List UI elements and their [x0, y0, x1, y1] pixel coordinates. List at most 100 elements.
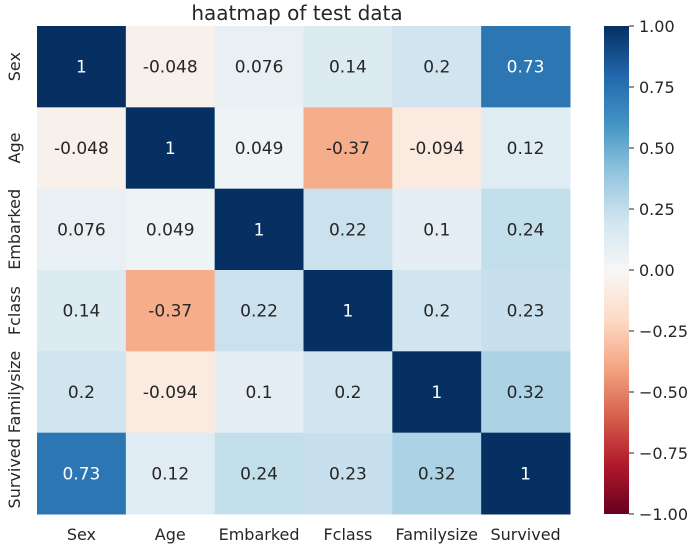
colorbar-tick-label: −1.00 [639, 505, 688, 524]
heatmap-cell-label: 0.22 [329, 220, 367, 240]
heatmap-cell-label: 0.076 [235, 58, 284, 78]
heatmap-cell-label: 0.14 [329, 58, 367, 78]
heatmap-cell-label: 1 [254, 220, 265, 240]
y-axis-tick-labels: Sex Age Embarked Fclass Familysize Survived [5, 52, 24, 508]
heatmap-cell-label: 0.12 [507, 139, 545, 159]
heatmap-cell-label: 0.1 [246, 383, 273, 403]
heatmap-cell-label: 0.2 [334, 383, 361, 403]
colorbar-gradient [604, 26, 629, 514]
heatmap-cell-label: 0.2 [423, 302, 450, 322]
chart-title: haatmap of test data [191, 1, 402, 25]
y-tick-label: Survived [5, 438, 24, 508]
heatmap-cell-label: -0.048 [54, 139, 109, 159]
heatmap-cell-label: 0.22 [240, 302, 278, 322]
heatmap-cell-label: 0.076 [57, 220, 106, 240]
colorbar-tick-label: −0.75 [639, 444, 688, 463]
heatmap-cell [392, 432, 482, 515]
heatmap-cell [303, 107, 393, 190]
heatmap-cell-label: 0.1 [423, 220, 450, 240]
x-tick-label: Survived [490, 525, 560, 544]
heatmap-cell-label: 1 [76, 58, 87, 78]
heatmap-cell [125, 107, 216, 190]
heatmap-cell [125, 270, 216, 352]
y-tick-label: Sex [5, 52, 24, 81]
colorbar-tick-label: 0.50 [639, 139, 675, 158]
x-axis-tick-labels: Sex Age Embarked Fclass Familysize Survived [67, 525, 561, 544]
x-tick-label: Familysize [395, 525, 478, 544]
heatmap-cell-label: 0.24 [507, 220, 545, 240]
y-tick-label: Embarked [5, 189, 24, 270]
colorbar-tick-label: 0.00 [639, 261, 675, 280]
heatmap-cell-label: 1 [343, 302, 354, 322]
heatmap-cell-label: -0.094 [143, 383, 198, 403]
heatmap-cell [125, 188, 216, 271]
x-tick-label: Fclass [323, 525, 372, 544]
heatmap-cell [37, 188, 127, 271]
heatmap-cell-label: 1 [520, 464, 531, 484]
heatmap-cell-label: -0.094 [409, 139, 464, 159]
heatmap-cell [303, 26, 393, 108]
heatmap-cell [392, 26, 482, 108]
heatmap-cell-label: 0.049 [146, 220, 195, 240]
y-tick-label: Age [5, 133, 24, 164]
heatmap-cell [303, 188, 393, 271]
heatmap-cell-label: 1 [431, 383, 442, 403]
heatmap-cell-label: 0.32 [418, 464, 456, 484]
heatmap-cell [214, 432, 304, 515]
heatmap-cell-label: 0.73 [62, 464, 100, 484]
heatmap-cell [125, 26, 216, 108]
heatmap-cell-label: -0.048 [143, 58, 198, 78]
heatmap-cell [303, 432, 393, 515]
heatmap-cell-label: 0.049 [235, 139, 284, 159]
heatmap-cell [481, 351, 571, 434]
heatmap-cell [214, 351, 304, 434]
colorbar-tick-label: −0.25 [639, 322, 688, 341]
heatmap-cell-label: 0.32 [507, 383, 545, 403]
heatmap-cells [37, 26, 571, 515]
heatmap-cell-label: 0.12 [151, 464, 189, 484]
heatmap-cell [214, 26, 304, 108]
colorbar-tick-label: 1.00 [639, 17, 675, 36]
colorbar-tick-label: 0.75 [639, 78, 675, 97]
heatmap-cell-labels: 1 -0.048 0.076 0.14 0.2 0.73 -0.048 1 0.049 -0.37… [54, 58, 545, 485]
heatmap-cell [37, 351, 127, 434]
heatmap-cell-label: 0.23 [329, 464, 367, 484]
heatmap-cell-label: 0.2 [68, 383, 95, 403]
heatmap-cell-label: 0.23 [507, 302, 545, 322]
heatmap-cell [481, 188, 571, 271]
heatmap-cell [392, 270, 482, 352]
heatmap-cell [214, 107, 304, 190]
heatmap-cell-label: 0.14 [62, 302, 100, 322]
colorbar-tick-label: 0.25 [639, 200, 675, 219]
heatmap-cell [214, 270, 304, 352]
heatmap-cell [303, 270, 393, 352]
y-tick-label: Familysize [5, 351, 24, 434]
colorbar: 1.00 0.75 0.50 0.25 0.00 −0.25 −0.50 −0.75 −1.00 [604, 17, 688, 524]
heatmap-cell [303, 351, 393, 434]
heatmap-cell-label: 0.24 [240, 464, 278, 484]
heatmap-cell [37, 26, 127, 108]
heatmap-cell [37, 107, 127, 190]
heatmap-cell [481, 270, 571, 352]
y-tick-label: Fclass [5, 286, 24, 335]
heatmap-cell-label: -0.37 [326, 139, 370, 159]
heatmap-cell [481, 107, 571, 190]
heatmap-cell [214, 188, 304, 271]
heatmap-cell [392, 188, 482, 271]
x-tick-label: Age [155, 525, 186, 544]
heatmap-cell [37, 432, 127, 515]
heatmap-cell [481, 26, 571, 108]
heatmap-cell-label: 0.2 [423, 58, 450, 78]
heatmap-cell-label: -0.37 [148, 302, 192, 322]
heatmap-cell [125, 351, 216, 434]
heatmap-cell [392, 107, 482, 190]
x-tick-label: Sex [67, 525, 96, 544]
x-tick-label: Embarked [219, 525, 300, 544]
heatmap-cell-label: 0.73 [507, 58, 545, 78]
heatmap-cell [392, 351, 482, 434]
heatmap-cell [481, 432, 571, 515]
heatmap-cell-label: 1 [165, 139, 176, 159]
colorbar-tick-label: −0.50 [639, 383, 688, 402]
heatmap-cell [125, 432, 216, 515]
